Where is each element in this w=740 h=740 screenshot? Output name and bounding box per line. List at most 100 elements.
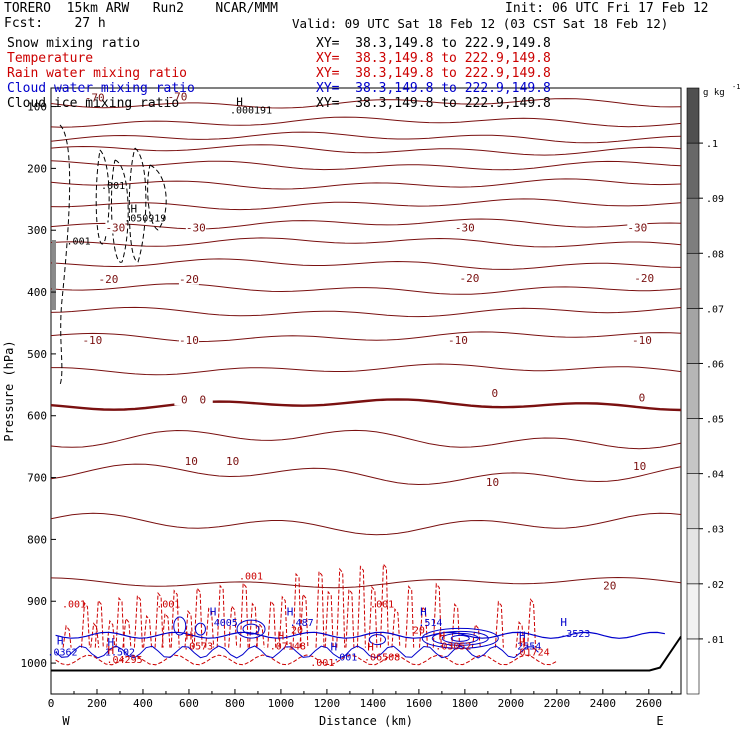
- high-value-label: .07148: [270, 641, 306, 652]
- rain-contour: [405, 585, 415, 648]
- high-marker: H: [107, 644, 114, 657]
- x-tick-label: 1400: [360, 697, 387, 710]
- contour-value-label: .001: [62, 599, 86, 610]
- rain-contour: [315, 570, 325, 648]
- rain-contour: [418, 605, 428, 648]
- isotherm-label: -30: [627, 221, 647, 234]
- cloud-water-contour: [441, 632, 479, 644]
- isotherm-line: [51, 512, 681, 536]
- isotherm-label: -20: [634, 272, 654, 285]
- isotherm-label: 0: [199, 393, 206, 406]
- colorbar-swatch: [686, 252, 700, 309]
- snow-contour: [95, 149, 110, 245]
- high-marker: H: [57, 635, 64, 648]
- rain-contour: [379, 562, 389, 648]
- isotherm-label: 10: [226, 455, 239, 468]
- x-tick-label: 2200: [544, 697, 571, 710]
- legend-field-xy: XY= 38.3,149.8 to 222.9,149.8: [316, 81, 551, 96]
- rain-contour: [94, 599, 104, 648]
- rain-contour: [336, 567, 346, 648]
- header-valid: Valid: 09 UTC Sat 18 Feb 12 (03 CST Sat …: [292, 16, 669, 31]
- isotherm-label-bg: [222, 456, 243, 468]
- high-marker: H: [287, 605, 294, 618]
- rain-contour: [391, 607, 401, 648]
- rain-contour: [368, 585, 378, 648]
- y-tick-label: 800: [27, 533, 47, 546]
- legend-field-name: Cloud ice mixing ratio: [7, 96, 180, 111]
- high-value-label: 1.502: [105, 648, 135, 659]
- high-marker: H: [519, 636, 526, 649]
- isotherm-label: -30: [455, 221, 475, 234]
- x-tick-label: 1000: [268, 697, 295, 710]
- colorbar-tick-label: .09: [706, 194, 724, 205]
- isotherm-label: 10: [185, 455, 198, 468]
- colorbar-swatch: [686, 473, 700, 530]
- isotherm-line: [51, 258, 681, 270]
- high-marker: H: [210, 605, 217, 618]
- rain-contour: [248, 602, 258, 648]
- isotherm-label-bg: [178, 335, 199, 347]
- rain-contour: [451, 603, 461, 648]
- snow-contour: [147, 164, 167, 231]
- colorbar-tick-label: .02: [706, 580, 724, 591]
- isotherm-label-bg: [84, 92, 105, 104]
- colorbar-swatch: [686, 638, 700, 695]
- colorbar-swatch: [686, 363, 700, 419]
- colorbar-swatch: [686, 142, 700, 199]
- y-tick-label: 200: [27, 162, 47, 175]
- isotherm-line: [51, 363, 681, 376]
- x-tick-label: 0: [48, 697, 55, 710]
- high-value-label: .514: [418, 618, 442, 629]
- isotherm-label-bg: [599, 580, 620, 592]
- high-value-label: .04295: [107, 655, 143, 666]
- isotherm-label-bg: [459, 273, 480, 285]
- cloud-water-contour: [242, 623, 260, 635]
- isotherm-label: -30: [105, 221, 125, 234]
- x-tick-label: 2600: [636, 697, 663, 710]
- isotherm-line: [51, 116, 681, 128]
- isotherm-label-bg: [192, 394, 213, 406]
- colorbar-tick-label: .07: [706, 304, 724, 315]
- x-end-label-west: W: [62, 714, 70, 728]
- isotherm-label: -10: [82, 334, 102, 347]
- colorbar-tick-label: .08: [706, 249, 724, 260]
- isotherm-line: [51, 218, 681, 230]
- rain-contour: [143, 614, 153, 648]
- high-value-label: 2554: [517, 641, 541, 652]
- rain-contour: [193, 586, 203, 648]
- isotherm-label-bg: [454, 222, 475, 234]
- isotherm-line: [51, 398, 681, 412]
- rain-contour: [494, 600, 504, 648]
- rain-contour: [106, 619, 116, 648]
- high-value-label: .01724: [513, 648, 549, 659]
- snow-contour: [110, 159, 129, 263]
- high-marker: H: [560, 616, 567, 629]
- isotherm-line: [51, 429, 681, 450]
- high-value-label: .3523: [560, 629, 590, 640]
- plot-background: [50, 87, 682, 695]
- rain-band: [55, 654, 558, 666]
- rain-contour: [122, 617, 132, 648]
- legend-field-name: Cloud water mixing ratio: [7, 81, 195, 96]
- isotherm-label: -30: [186, 221, 206, 234]
- isotherm-label: 10: [486, 476, 499, 489]
- x-tick-label: 1600: [406, 697, 433, 710]
- rain-contour: [299, 593, 309, 648]
- high-marker: H: [107, 636, 114, 649]
- rain-contour: [62, 624, 72, 648]
- isotherm-line: [51, 178, 681, 190]
- isotherm-label-bg: [482, 477, 503, 489]
- header-init: Init: 06 UTC Fri 17 Feb 12: [505, 1, 709, 16]
- rain-contour: [239, 581, 249, 648]
- high-marker: H: [519, 630, 526, 643]
- high-value-label: .001: [333, 653, 357, 664]
- isotherm-label-bg: [105, 222, 126, 234]
- colorbar-tick-label: .1: [706, 139, 718, 150]
- x-tick-label: 400: [133, 697, 153, 710]
- rain-contour: [255, 622, 265, 648]
- rain-contour: [292, 572, 302, 648]
- isotherm-line: [51, 306, 681, 318]
- rain-contour: [115, 596, 125, 648]
- y-tick-label: 300: [27, 224, 47, 237]
